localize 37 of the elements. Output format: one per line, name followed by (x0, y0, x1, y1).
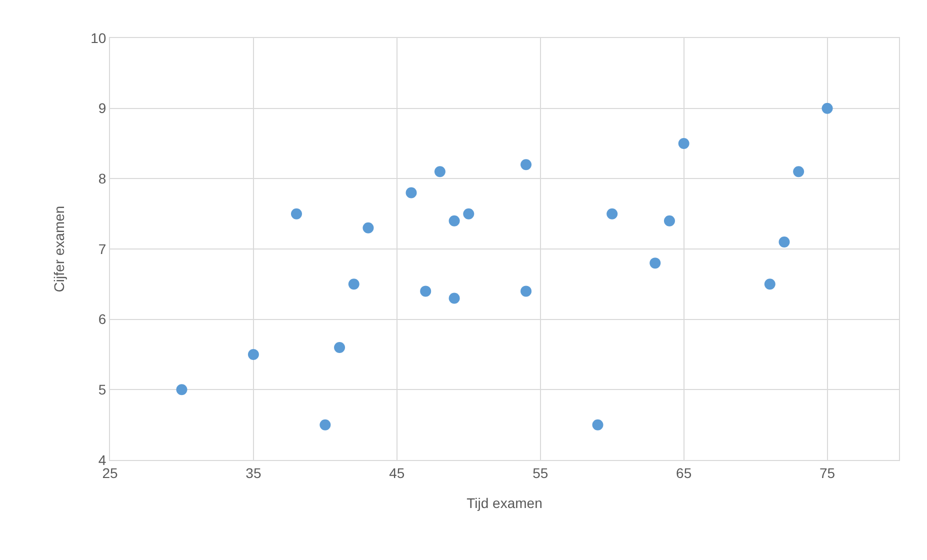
point (406, 187, 417, 198)
point (434, 166, 446, 178)
x-tick-label: 35 (246, 464, 262, 481)
point (778, 236, 790, 248)
y-tick-label: 7 (98, 240, 106, 257)
y-tick-label: 9 (98, 100, 106, 116)
point (520, 159, 532, 170)
point (176, 384, 188, 396)
point (362, 222, 374, 234)
point (448, 292, 460, 304)
point (448, 215, 460, 226)
point (334, 342, 346, 353)
point (678, 138, 690, 149)
point (420, 286, 432, 297)
y-axis-title: Cijfer examen (51, 206, 68, 292)
point (664, 215, 675, 226)
y-tick-label: 10 (90, 30, 106, 46)
point (348, 278, 360, 290)
point (793, 166, 804, 178)
x-tick-label: 55 (532, 464, 548, 481)
point (463, 208, 474, 220)
y-tick-label: 6 (98, 311, 106, 328)
x-tick-label: 45 (389, 464, 405, 481)
point (320, 419, 331, 430)
x-axis-title: Tijd examen (466, 495, 542, 512)
x-tick-label: 75 (819, 464, 836, 481)
y-tick-label: 5 (98, 382, 106, 398)
point (248, 349, 259, 360)
point (822, 102, 833, 114)
point (650, 258, 661, 269)
point (764, 278, 776, 290)
x-tick-label: 65 (676, 464, 692, 481)
point (606, 208, 618, 220)
point (290, 208, 302, 220)
y-tick-label: 8 (98, 170, 106, 187)
point (592, 419, 604, 430)
point (520, 286, 532, 297)
